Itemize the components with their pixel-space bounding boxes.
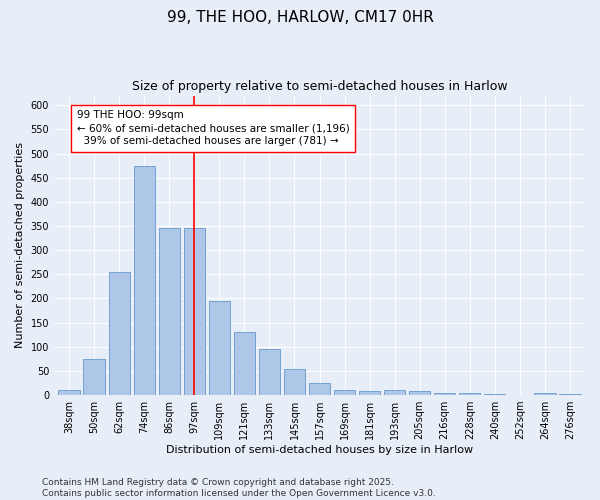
Bar bbox=[209, 301, 230, 395]
Title: Size of property relative to semi-detached houses in Harlow: Size of property relative to semi-detach… bbox=[132, 80, 508, 93]
Bar bbox=[83, 359, 105, 395]
Bar bbox=[284, 368, 305, 395]
Bar bbox=[484, 394, 505, 395]
Y-axis label: Number of semi-detached properties: Number of semi-detached properties bbox=[15, 142, 25, 348]
Text: 99 THE HOO: 99sqm
← 60% of semi-detached houses are smaller (1,196)
  39% of sem: 99 THE HOO: 99sqm ← 60% of semi-detached… bbox=[77, 110, 349, 146]
Bar bbox=[259, 349, 280, 395]
Bar bbox=[134, 166, 155, 395]
Bar bbox=[559, 394, 581, 395]
Text: Contains HM Land Registry data © Crown copyright and database right 2025.
Contai: Contains HM Land Registry data © Crown c… bbox=[42, 478, 436, 498]
Bar bbox=[109, 272, 130, 395]
Bar bbox=[434, 392, 455, 395]
Bar bbox=[534, 392, 556, 395]
X-axis label: Distribution of semi-detached houses by size in Harlow: Distribution of semi-detached houses by … bbox=[166, 445, 473, 455]
Text: 99, THE HOO, HARLOW, CM17 0HR: 99, THE HOO, HARLOW, CM17 0HR bbox=[167, 10, 433, 25]
Bar bbox=[334, 390, 355, 395]
Bar bbox=[184, 228, 205, 395]
Bar bbox=[158, 228, 180, 395]
Bar bbox=[384, 390, 406, 395]
Bar bbox=[409, 391, 430, 395]
Bar bbox=[309, 383, 330, 395]
Bar bbox=[359, 391, 380, 395]
Bar bbox=[58, 390, 80, 395]
Bar bbox=[234, 332, 255, 395]
Bar bbox=[459, 392, 481, 395]
